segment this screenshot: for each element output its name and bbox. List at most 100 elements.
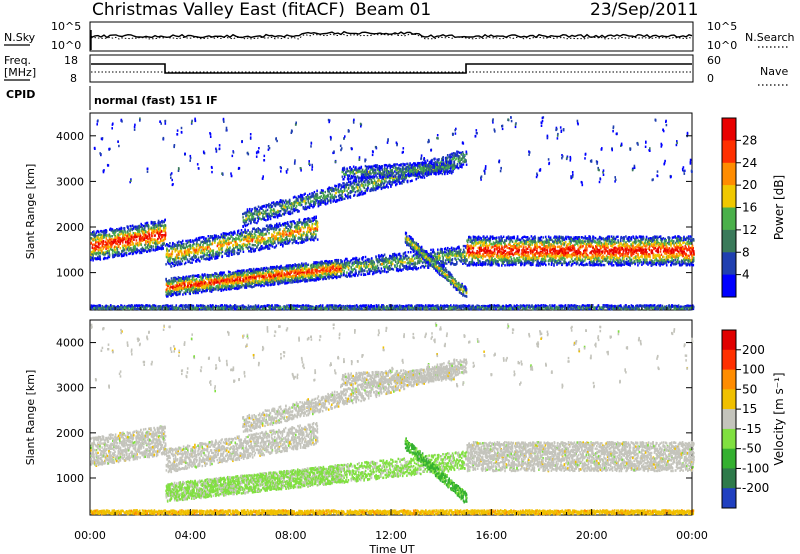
- power-cell: [150, 308, 152, 310]
- power-cell: [100, 247, 102, 249]
- power-cell: [108, 252, 110, 254]
- power-cell: [189, 255, 191, 257]
- power-cell: [122, 230, 124, 232]
- power-cell: [214, 240, 216, 242]
- power-cell: [133, 232, 135, 234]
- power-cell: [186, 277, 188, 279]
- power-cell: [99, 304, 101, 306]
- power-cell: [98, 246, 100, 248]
- power-cell: [100, 258, 102, 260]
- power-cell: [183, 243, 185, 245]
- power-cell: [163, 239, 165, 241]
- power-cell: [132, 250, 134, 252]
- power-cell: [146, 251, 148, 253]
- power-cell: [211, 274, 213, 276]
- power-cell: [179, 308, 181, 310]
- power-cell: [111, 228, 113, 230]
- power-cell: [117, 248, 119, 250]
- power-cell: [105, 248, 107, 250]
- power-cell: [155, 305, 157, 307]
- power-cell: [112, 254, 114, 256]
- power-cell: [175, 288, 177, 290]
- power-cell: [153, 306, 155, 308]
- power-cell: [119, 237, 121, 239]
- power-cell: [162, 138, 164, 140]
- power-cell: [217, 285, 219, 287]
- power-cell: [181, 127, 183, 129]
- power-cell: [99, 238, 101, 240]
- power-cell: [104, 246, 106, 248]
- power-cell: [147, 224, 149, 226]
- power-cell: [134, 308, 136, 310]
- power-cell: [189, 293, 191, 295]
- power-cell: [186, 306, 188, 308]
- power-cell: [163, 242, 165, 244]
- power-cell: [96, 241, 98, 243]
- power-cell: [179, 257, 181, 259]
- power-cell: [96, 245, 98, 247]
- power-cell: [120, 227, 122, 229]
- power-cell: [111, 249, 113, 251]
- power-cell: [123, 249, 125, 251]
- power-cell: [202, 241, 204, 243]
- power-cell: [182, 278, 184, 280]
- power-cell: [128, 228, 130, 230]
- power-cell: [197, 163, 199, 165]
- power-cell: [119, 228, 121, 230]
- power-cell: [205, 254, 207, 256]
- power-cell: [212, 243, 214, 245]
- power-cell: [90, 259, 92, 261]
- power-cell: [182, 253, 184, 255]
- power-cell: [110, 235, 112, 237]
- station-title: Christmas Valley East (fitACF): [92, 0, 345, 20]
- power-cell: [140, 239, 142, 241]
- power-cell: [93, 249, 95, 251]
- power-cell: [171, 262, 173, 264]
- power-cell: [118, 145, 120, 147]
- power-cell: [108, 307, 110, 309]
- power-cell: [128, 246, 130, 248]
- power-cell: [103, 243, 105, 245]
- power-cell: [180, 304, 182, 306]
- power-cell: [109, 240, 111, 242]
- power-cell: [193, 287, 195, 289]
- power-cell: [106, 237, 108, 239]
- power-cell: [99, 249, 101, 251]
- power-cell: [181, 283, 183, 285]
- power-cell: [206, 244, 208, 246]
- power-cell: [145, 246, 147, 248]
- power-cell: [160, 240, 162, 242]
- power-cell: [202, 244, 204, 246]
- power-cell: [133, 227, 135, 229]
- power-cell: [161, 308, 163, 310]
- power-cell: [169, 257, 171, 259]
- power-cell: [170, 291, 172, 293]
- power-cell: [138, 226, 140, 228]
- power-cell: [110, 304, 112, 306]
- power-cell: [190, 155, 192, 157]
- freq-panel-frame: [90, 55, 693, 82]
- power-cell: [170, 265, 172, 267]
- noise-panel: N.Sky 10^5 10^0 10^5 10^0 N.Search: [4, 20, 795, 52]
- power-cell: [174, 245, 176, 247]
- power-cell: [135, 242, 137, 244]
- power-cell: [158, 220, 160, 222]
- power-cell: [151, 222, 153, 224]
- power-cell: [196, 307, 198, 309]
- power-cell: [167, 293, 169, 295]
- beam-title: Beam 01: [355, 0, 431, 20]
- nave-tick-low: 0: [707, 72, 714, 85]
- power-cell: [202, 286, 204, 288]
- freq-tick-low: 8: [70, 72, 77, 85]
- power-cell: [165, 224, 167, 226]
- power-cell: [178, 276, 180, 278]
- power-cell: [132, 307, 134, 309]
- power-cell: [98, 231, 100, 233]
- power-cell: [208, 235, 210, 237]
- power-cell: [178, 260, 180, 262]
- power-cell: [196, 240, 198, 242]
- power-cell: [137, 242, 139, 244]
- power-cell: [161, 235, 163, 237]
- power-cell: [166, 304, 168, 306]
- power-cell: [100, 307, 102, 309]
